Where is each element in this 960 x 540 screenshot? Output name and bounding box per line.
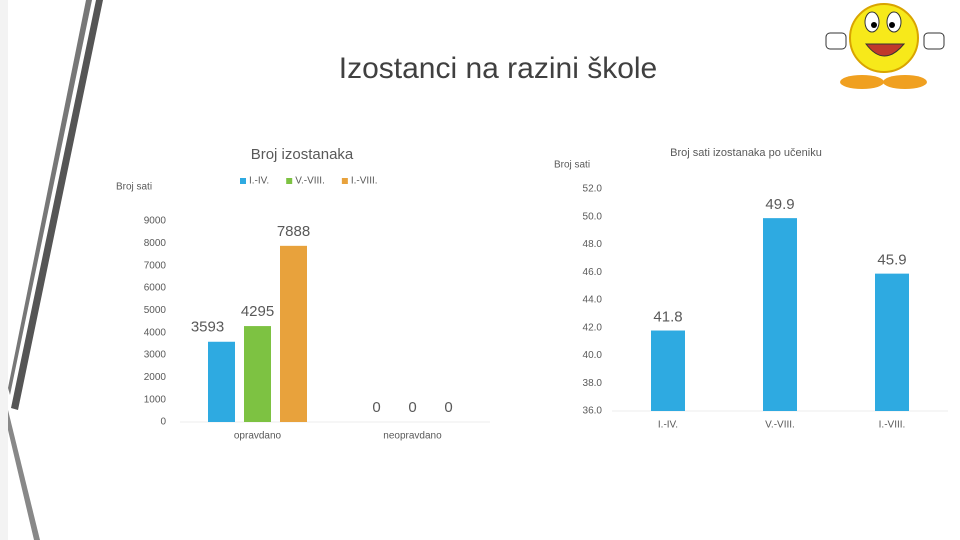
- y-tick-label: 6000: [144, 283, 167, 294]
- y-tick-label: 50.0: [583, 211, 603, 222]
- bar: [208, 341, 235, 422]
- y-axis-label: Broj sati: [554, 160, 590, 171]
- smiley: [825, 3, 945, 89]
- y-tick-label: 42.0: [583, 322, 603, 333]
- bar: [651, 330, 685, 411]
- y-tick-label: 36.0: [583, 406, 603, 417]
- decoration: [8, 0, 92, 395]
- decoration: [0, 0, 8, 540]
- data-label: 0: [408, 399, 416, 416]
- data-label: 49.9: [765, 196, 794, 213]
- y-tick-label: 46.0: [583, 267, 603, 278]
- y-tick-label: 7000: [144, 260, 167, 271]
- decoration: [8, 410, 40, 540]
- data-label: 0: [372, 399, 380, 416]
- y-tick-label: 2000: [144, 372, 167, 383]
- y-tick-label: 40.0: [583, 350, 603, 361]
- y-tick-label: 4000: [144, 327, 167, 338]
- x-tick-label: neopravdano: [383, 431, 442, 442]
- y-tick-label: 44.0: [583, 295, 603, 306]
- data-label: 45.9: [877, 252, 906, 269]
- y-axis-label: Broj sati: [116, 182, 152, 193]
- chart-title: Broj sati izostanaka po učeniku: [670, 147, 822, 159]
- data-label: 4295: [241, 303, 274, 320]
- slide-title: Izostanci na razini škole: [339, 52, 658, 85]
- y-tick-label: 5000: [144, 305, 167, 316]
- x-tick-label: I.-VIII.: [879, 420, 906, 431]
- legend-swatch: [341, 178, 348, 184]
- y-tick-label: 1000: [144, 394, 167, 405]
- legend-label: I.-IV.: [249, 176, 269, 187]
- y-tick-label: 38.0: [583, 378, 603, 389]
- data-label: 3593: [191, 319, 224, 336]
- decoration: [11, 0, 103, 410]
- y-tick-label: 0: [160, 417, 166, 428]
- bar: [244, 326, 271, 422]
- x-tick-label: V.-VIII.: [765, 420, 795, 431]
- chart-title: Broj izostanaka: [251, 146, 354, 163]
- y-tick-label: 8000: [144, 238, 167, 249]
- bar: [280, 245, 307, 422]
- y-tick-label: 9000: [144, 216, 167, 227]
- data-label: 41.8: [653, 308, 682, 325]
- data-label: 7888: [277, 223, 310, 240]
- legend-label: I.-VIII.: [351, 176, 378, 187]
- legend-label: V.-VIII.: [295, 176, 325, 187]
- y-tick-label: 52.0: [583, 184, 603, 195]
- x-tick-label: opravdano: [234, 431, 282, 442]
- bar: [875, 273, 909, 411]
- y-tick-label: 3000: [144, 350, 167, 361]
- legend-swatch: [240, 178, 246, 184]
- y-tick-label: 48.0: [583, 239, 603, 250]
- data-label: 0: [444, 399, 452, 416]
- legend-swatch: [286, 178, 293, 184]
- bar: [763, 218, 797, 411]
- x-tick-label: I.-IV.: [658, 420, 678, 431]
